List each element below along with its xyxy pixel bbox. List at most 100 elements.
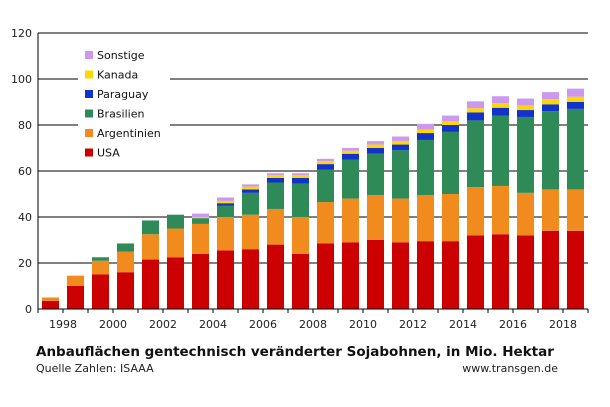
y-tick-label: 20 [18,257,32,270]
bar-segment-usa-2001 [142,259,159,309]
bar-segment-kanada-2017 [542,99,559,105]
bar-segment-kanada-2007 [292,175,309,178]
bar-segment-paraguay-2007 [292,177,309,184]
bar-segment-argentinien-2008 [317,202,334,244]
bar-segment-brasilien-2002 [167,214,184,229]
bar-segment-sonstige-2015 [492,96,509,104]
bar-segment-argentinien-2007 [292,217,309,254]
legend-swatch-paraguay [85,90,93,98]
y-tick-label: 80 [18,119,32,132]
bar-segment-paraguay-2013 [442,125,459,132]
legend-label-brasilien: Brasilien [97,108,144,121]
bar-segment-argentinien-1997 [42,297,59,301]
x-tick-label: 2012 [399,318,427,331]
bar-segment-usa-1998 [67,286,84,309]
bar-segment-argentinien-1998 [67,275,84,286]
bar-segment-paraguay-2018 [567,102,584,109]
bar-segment-argentinien-2006 [267,208,284,245]
bar-segment-usa-2005 [242,249,259,309]
bar-segment-usa-2012 [417,241,434,309]
bar-segment-kanada-2012 [417,129,434,134]
bar-segment-usa-2006 [267,244,284,309]
bar-segment-sonstige-2003 [192,213,209,217]
bar-segment-kanada-2003 [192,217,209,219]
legend: Sonstige Kanada Paraguay Brasilien Argentini… [78,44,170,166]
bar-segment-argentinien-2001 [142,234,159,260]
bar-segment-usa-2007 [292,253,309,309]
bar-segment-brasilien-2016 [517,116,534,193]
y-tick-label: 120 [11,27,32,40]
bar-segment-paraguay-2014 [467,112,484,121]
bar-segment-paraguay-2011 [392,144,409,151]
legend-background [78,44,170,166]
bar-segment-sonstige-2008 [317,158,334,162]
bar-segment-paraguay-2017 [542,104,559,112]
bar-segment-brasilien-2004 [217,205,234,217]
bar-segment-kanada-2018 [567,96,584,102]
bar-segment-kanada-2011 [392,141,409,145]
bar-segment-usa-2000 [117,272,134,309]
axes: 0 20 40 60 80 100 120 1998 2000 2002 2004 2006 2008 2… [11,27,589,331]
bar-segment-argentinien-2014 [467,187,484,236]
x-tick-label: 2008 [299,318,327,331]
bar-segment-paraguay-2009 [342,153,359,160]
bar-segment-usa-2003 [192,253,209,309]
source-note: Quelle Zahlen: ISAAA [36,362,154,375]
bar-segment-sonstige-2013 [442,115,459,122]
bar-segment-usa-2009 [342,242,359,309]
x-tick-label: 2016 [499,318,527,331]
x-tick-label: 1998 [49,318,77,331]
bar-segment-kanada-2014 [467,108,484,113]
bar-segment-sonstige-2014 [467,101,484,109]
bar-segment-brasilien-2010 [367,153,384,196]
bar-segment-paraguay-2004 [217,203,234,206]
bar-segment-brasilien-2017 [542,111,559,190]
legend-swatch-kanada [85,70,93,79]
legend-label-argentinien: Argentinien [97,127,161,140]
bar-segment-usa-2018 [567,230,584,309]
bar-segment-argentinien-1999 [92,260,109,275]
bar-segment-brasilien-2009 [342,159,359,199]
bar-segment-paraguay-2010 [367,148,384,154]
bar-segment-argentinien-2000 [117,251,134,273]
bar-segment-usa-1999 [92,274,109,309]
bar-segment-sonstige-2018 [567,88,584,97]
bar-segment-brasilien-2008 [317,169,334,203]
bar-segment-usa-2010 [367,240,384,309]
bar-segment-brasilien-2001 [142,220,159,235]
bar-segment-kanada-2008 [317,161,334,165]
bar-segment-sonstige-2010 [367,141,384,145]
bar-segment-kanada-2010 [367,144,384,148]
legend-swatch-usa [85,148,93,157]
legend-label-sonstige: Sonstige [97,49,145,62]
bar-segment-brasilien-2007 [292,183,309,217]
bar-segment-usa-2014 [467,235,484,309]
bar-segment-usa-1997 [42,300,59,309]
legend-swatch-sonstige [85,51,93,59]
legend-label-kanada: Kanada [97,69,138,82]
bar-segment-usa-2008 [317,243,334,309]
bar-segment-argentinien-2011 [392,198,409,243]
bar-segment-brasilien-2018 [567,108,584,190]
bar-segment-argentinien-2018 [567,189,584,231]
bar-segment-kanada-2013 [442,121,459,125]
x-tick-label: 2010 [349,318,377,331]
legend-label-usa: USA [97,147,120,160]
bar-segment-paraguay-2006 [267,177,284,183]
bar-segment-argentinien-2013 [442,194,459,242]
bar-segment-brasilien-1999 [92,257,109,261]
bar-segment-brasilien-2013 [442,131,459,194]
bar-segment-sonstige-2007 [292,173,309,176]
bar-segment-kanada-2015 [492,103,509,108]
bar-segment-brasilien-2014 [467,120,484,188]
bar-segment-argentinien-2002 [167,228,184,258]
y-tick-label: 40 [18,211,32,224]
bar-segment-sonstige-2016 [517,98,534,106]
bar-segment-usa-2016 [517,235,534,309]
y-tick-label: 60 [18,165,32,178]
website-link[interactable]: www.transgen.de [462,362,558,375]
bar-segment-sonstige-2004 [217,197,234,201]
bar-segment-argentinien-2017 [542,189,559,231]
bar-segment-argentinien-2004 [217,217,234,251]
bar-segment-sonstige-2011 [392,136,409,142]
